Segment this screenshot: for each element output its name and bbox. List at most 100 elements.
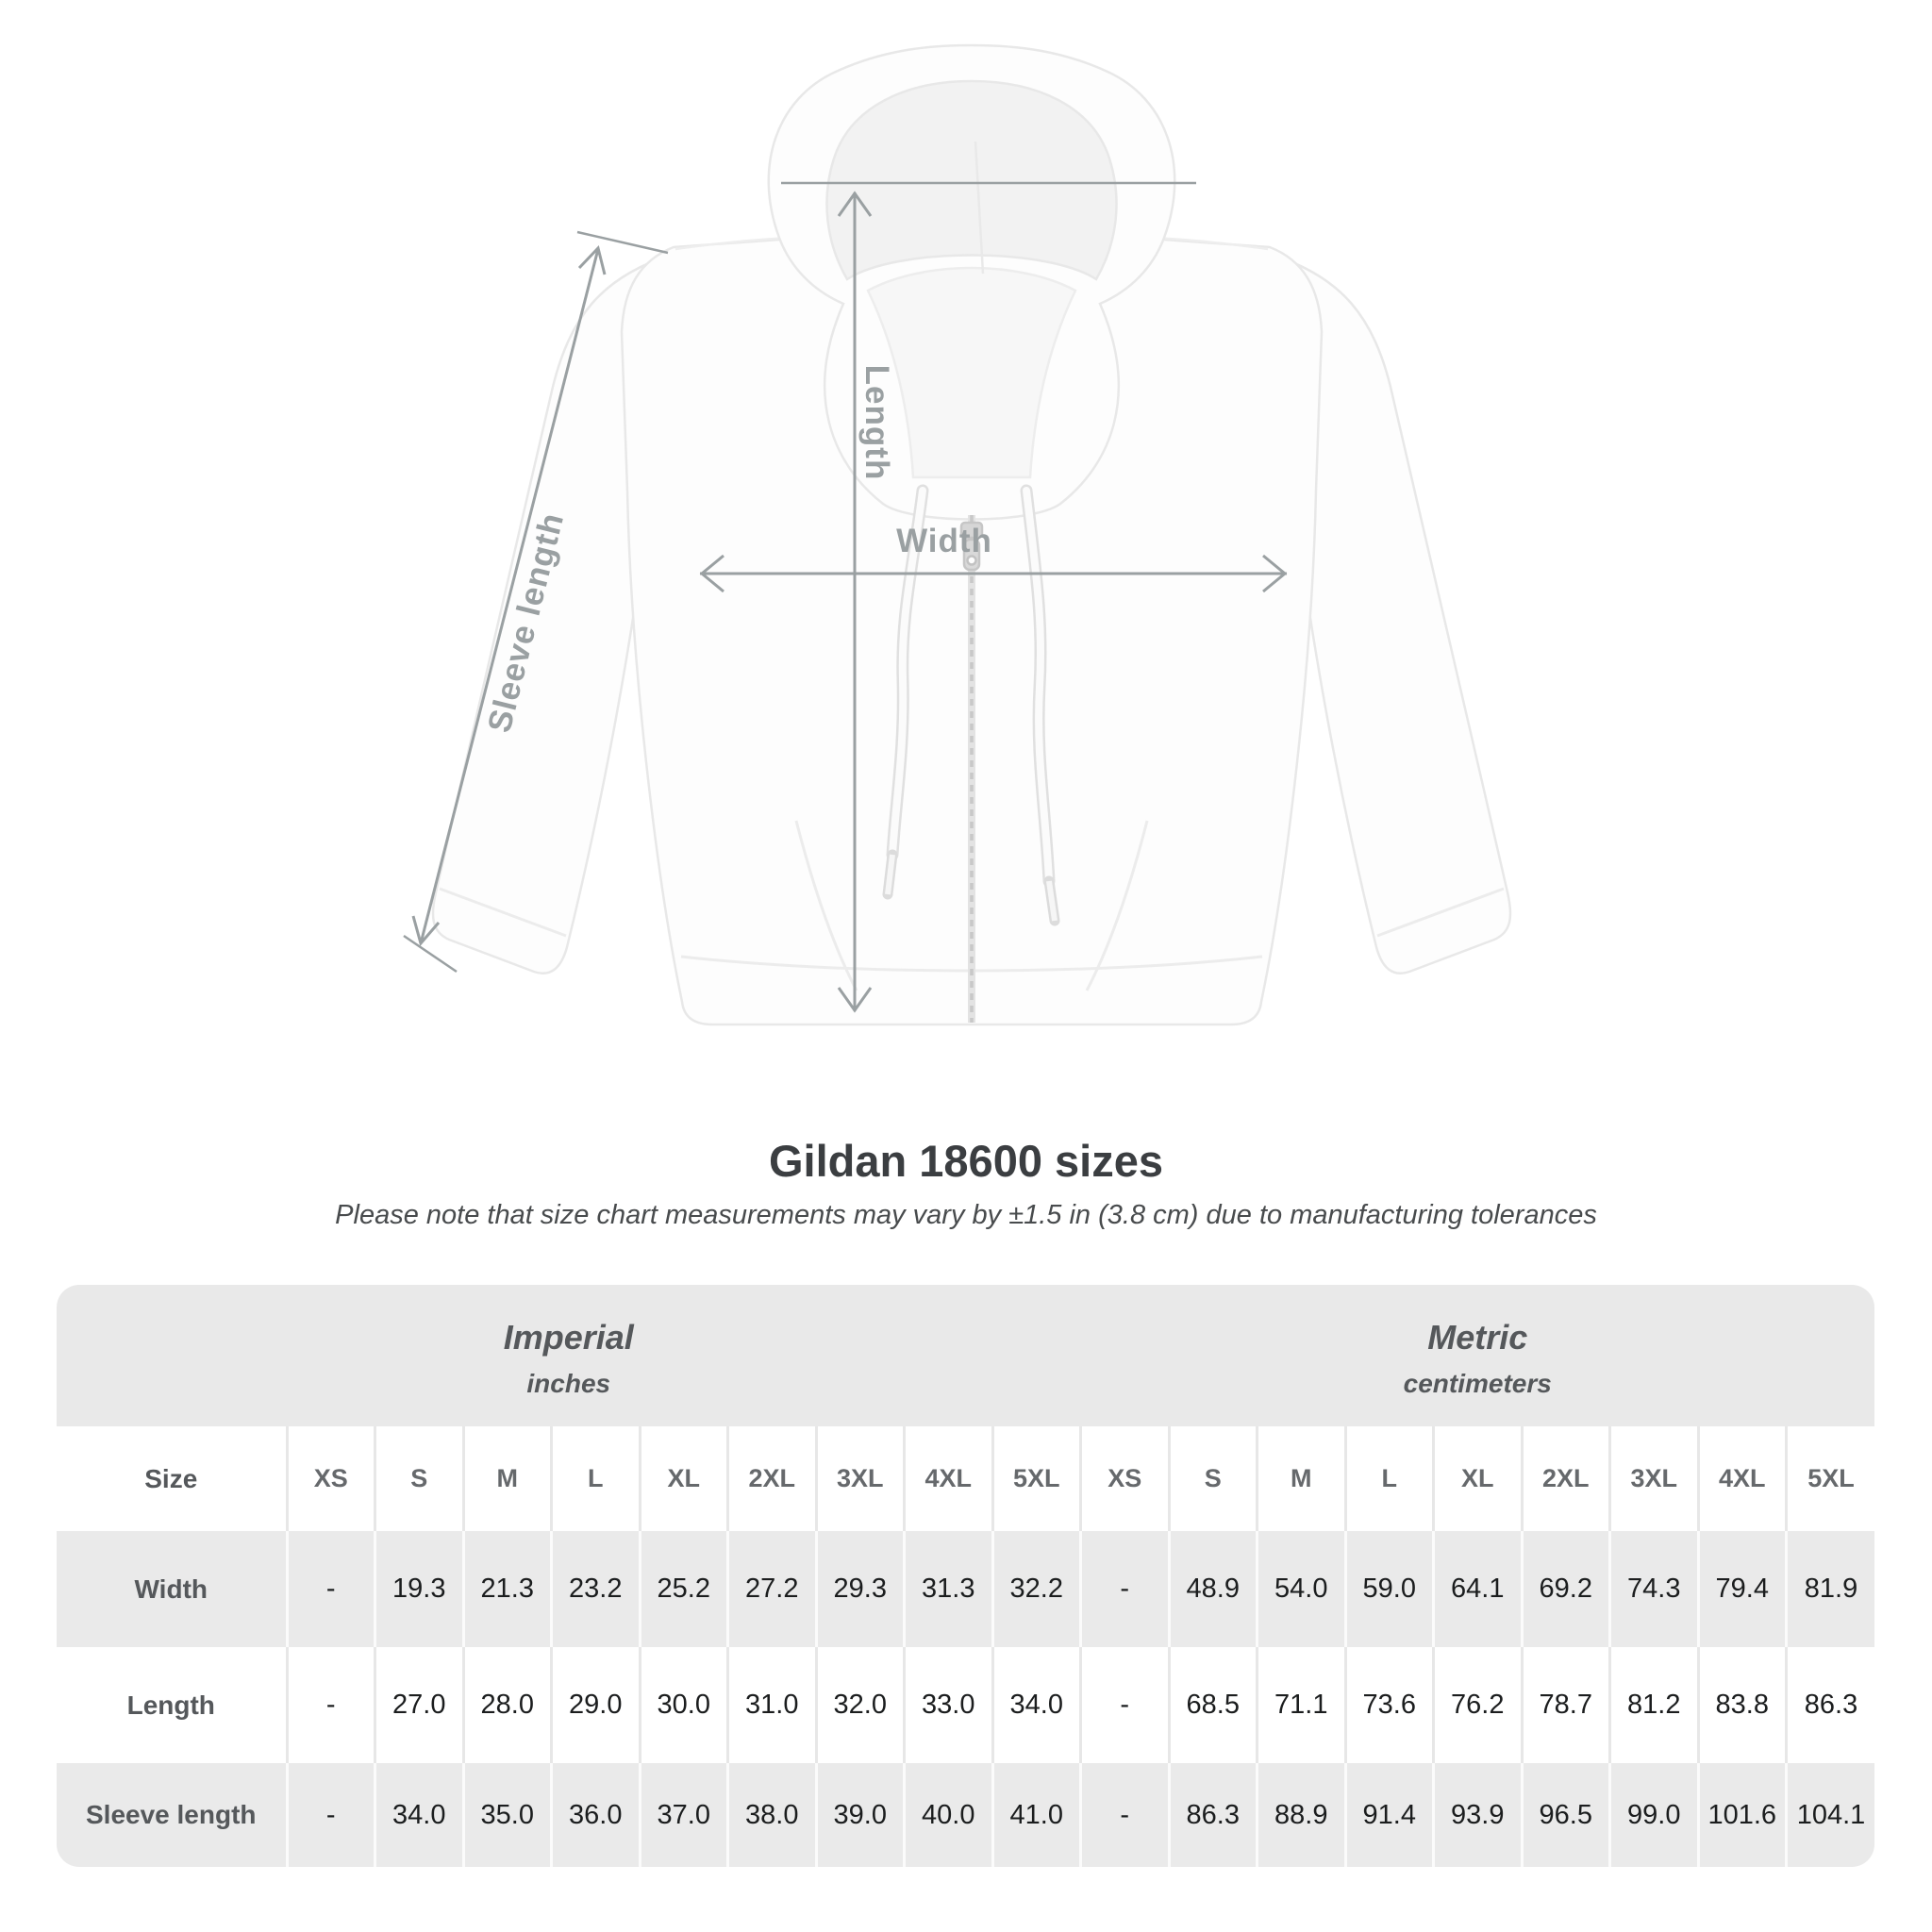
hood-inner-lining bbox=[825, 79, 1118, 281]
unit-group-unit: inches bbox=[526, 1369, 611, 1398]
size-column-header: Size bbox=[144, 1463, 198, 1493]
unit-group-name: Imperial bbox=[503, 1318, 634, 1357]
row-label: Sleeve length bbox=[85, 1800, 257, 1829]
size-header-imperial-m: M bbox=[461, 1426, 552, 1531]
table-cell: 32.0 bbox=[814, 1647, 905, 1763]
table-cell: 34.0 bbox=[374, 1763, 463, 1867]
table-cell: 86.3 bbox=[1167, 1763, 1257, 1867]
table-cell: 41.0 bbox=[991, 1763, 1081, 1867]
table-cell: 81.2 bbox=[1608, 1647, 1698, 1763]
table-cell: 32.2 bbox=[991, 1531, 1081, 1647]
neck-opening bbox=[866, 266, 1077, 479]
table-cell: 88.9 bbox=[1256, 1763, 1345, 1867]
table-cell: 31.3 bbox=[903, 1531, 992, 1647]
length-dimension-label: Length bbox=[858, 364, 895, 481]
table-cell: - bbox=[285, 1647, 375, 1763]
hoodie-left-sleeve bbox=[431, 253, 675, 974]
page-title: Gildan 18600 sizes bbox=[768, 1136, 1164, 1186]
table-row-width: Width -19.3 21.3 23.2 25.2 27.2 29.3 31.3 32.2-4… bbox=[57, 1531, 1874, 1647]
table-cell: 93.9 bbox=[1432, 1763, 1522, 1867]
size-table: Imperial inches Metric centimeters Size XS S M L… bbox=[57, 1285, 1874, 1867]
length-arrow bbox=[781, 181, 1196, 1013]
table-cell: 69.2 bbox=[1520, 1531, 1610, 1647]
table-cell: 34.0 bbox=[991, 1647, 1081, 1763]
table-row-length: Length -27.0 28.0 29.0 30.0 31.0 32.0 33.0 34.0-… bbox=[57, 1647, 1874, 1763]
table-cell: 33.0 bbox=[903, 1647, 992, 1763]
size-header-imperial-s: S bbox=[374, 1426, 463, 1531]
table-cell: 96.5 bbox=[1520, 1763, 1610, 1867]
hood-center-seam bbox=[974, 141, 985, 275]
table-cell: 36.0 bbox=[550, 1763, 640, 1867]
table-cell: 76.2 bbox=[1432, 1647, 1522, 1763]
table-cell: 104.1 bbox=[1785, 1763, 1874, 1867]
size-header-metric-m: M bbox=[1256, 1426, 1345, 1531]
table-cell: 23.2 bbox=[550, 1531, 640, 1647]
table-cell: 78.7 bbox=[1520, 1647, 1610, 1763]
table-cell: 30.0 bbox=[638, 1647, 728, 1763]
size-header-metric-5xl: 5XL bbox=[1785, 1426, 1874, 1531]
table-cell: 40.0 bbox=[903, 1763, 992, 1867]
table-cell: 83.8 bbox=[1696, 1647, 1787, 1763]
unit-group-metric: Metric centimeters bbox=[1080, 1285, 1874, 1426]
table-cell: 99.0 bbox=[1608, 1763, 1698, 1867]
table-cell: 29.0 bbox=[550, 1647, 640, 1763]
tolerance-note: Please note that size chart measurements… bbox=[335, 1200, 1597, 1230]
left-cuff-seam bbox=[439, 887, 567, 938]
size-header-imperial-l: L bbox=[550, 1426, 640, 1531]
hoodie-diagram-image bbox=[403, 43, 1512, 1026]
table-cell: 79.4 bbox=[1696, 1531, 1787, 1647]
size-header-metric-3xl: 3XL bbox=[1608, 1426, 1698, 1531]
row-label: Width bbox=[134, 1574, 208, 1604]
width-arrow bbox=[699, 554, 1288, 593]
size-header-metric-xs: XS bbox=[1079, 1426, 1169, 1531]
row-label: Length bbox=[126, 1690, 215, 1720]
sleeve-length-arrow bbox=[403, 230, 669, 974]
size-header-imperial-4xl: 4XL bbox=[903, 1426, 992, 1531]
table-cell: 27.2 bbox=[726, 1531, 816, 1647]
table-cell: 54.0 bbox=[1256, 1531, 1345, 1647]
size-header-imperial-xl: XL bbox=[638, 1426, 728, 1531]
table-cell: 81.9 bbox=[1785, 1531, 1874, 1647]
size-header-imperial-xs: XS bbox=[285, 1426, 375, 1531]
table-cell: 39.0 bbox=[814, 1763, 905, 1867]
unit-group-name: Metric bbox=[1427, 1318, 1528, 1357]
size-header-metric-l: L bbox=[1343, 1426, 1434, 1531]
table-cell: 31.0 bbox=[726, 1647, 816, 1763]
unit-group-unit: centimeters bbox=[1403, 1369, 1552, 1398]
table-row-sizes: Size XS S M L XL 2XL 3XL 4XL 5XL XS S M L XL 2XL 3XL 4XL 5… bbox=[57, 1426, 1874, 1531]
size-header-imperial-5xl: 5XL bbox=[991, 1426, 1081, 1531]
table-cell: 27.0 bbox=[374, 1647, 463, 1763]
size-header-metric-2xl: 2XL bbox=[1520, 1426, 1610, 1531]
table-cell: - bbox=[1079, 1531, 1169, 1647]
table-cell: 38.0 bbox=[726, 1763, 816, 1867]
hoodie-illustration bbox=[431, 43, 1512, 1026]
size-header-metric-xl: XL bbox=[1432, 1426, 1522, 1531]
table-cell: 73.6 bbox=[1343, 1647, 1434, 1763]
zipper bbox=[959, 515, 984, 1023]
table-cell: 28.0 bbox=[461, 1647, 552, 1763]
table-cell: 68.5 bbox=[1167, 1647, 1257, 1763]
table-cell: - bbox=[1079, 1647, 1169, 1763]
size-header-metric-4xl: 4XL bbox=[1696, 1426, 1787, 1531]
right-cuff-seam bbox=[1376, 887, 1505, 938]
table-cell: 35.0 bbox=[461, 1763, 552, 1867]
table-cell: 48.9 bbox=[1167, 1531, 1257, 1647]
table-cell: 37.0 bbox=[638, 1763, 728, 1867]
table-cell: - bbox=[1079, 1763, 1169, 1867]
table-cell: 64.1 bbox=[1432, 1531, 1522, 1647]
table-cell: 91.4 bbox=[1343, 1763, 1434, 1867]
width-dimension-label: Width bbox=[896, 523, 992, 559]
pocket-seams bbox=[794, 820, 1149, 991]
table-cell: 19.3 bbox=[374, 1531, 463, 1647]
hoodie-right-sleeve bbox=[1269, 253, 1512, 974]
table-cell: 86.3 bbox=[1785, 1647, 1874, 1763]
size-header-imperial-3xl: 3XL bbox=[814, 1426, 905, 1531]
table-row-sleeve-length: Sleeve length -34.0 35.0 36.0 37.0 38.0 39.0 40… bbox=[57, 1763, 1874, 1867]
table-cell: 25.2 bbox=[638, 1531, 728, 1647]
table-cell: - bbox=[285, 1531, 375, 1647]
table-cell: 59.0 bbox=[1343, 1531, 1434, 1647]
unit-group-imperial: Imperial inches bbox=[57, 1285, 1081, 1426]
table-cell: - bbox=[285, 1763, 375, 1867]
size-header-imperial-2xl: 2XL bbox=[726, 1426, 816, 1531]
